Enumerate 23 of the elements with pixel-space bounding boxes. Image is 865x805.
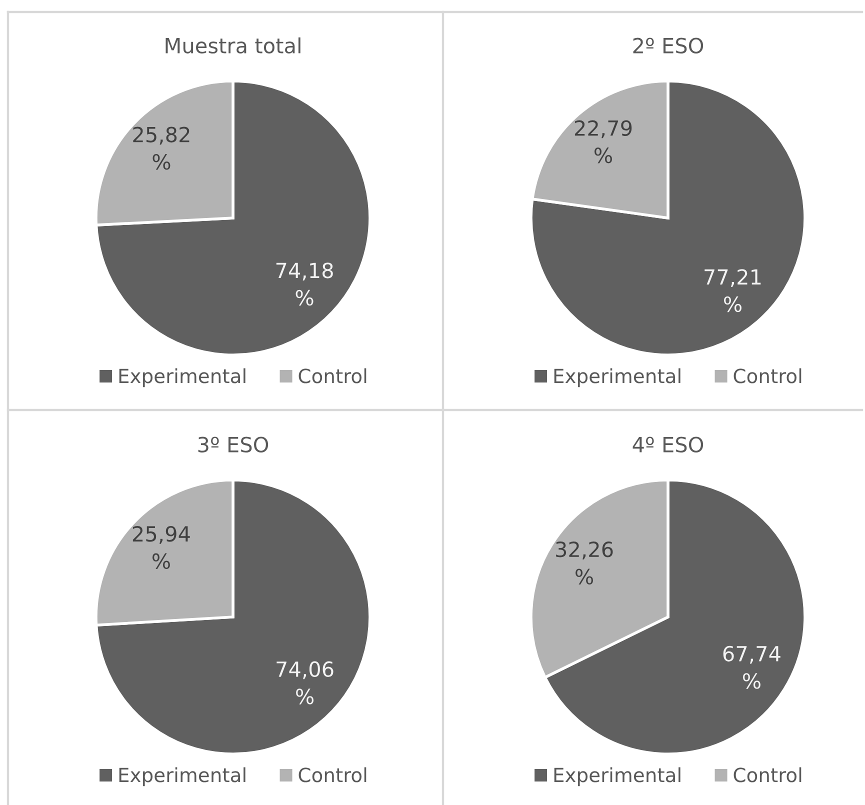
chart-title: 3º ESO xyxy=(198,436,268,453)
legend-label: Experimental xyxy=(119,767,246,786)
data-label: 74,18 % xyxy=(276,262,333,306)
data-label: 32,26 % xyxy=(556,541,613,585)
data-label: 25,82 % xyxy=(133,126,190,170)
legend-label: Control xyxy=(734,767,802,782)
chart-title: Muestra total xyxy=(166,37,300,54)
pie-slice xyxy=(530,80,806,356)
chart-title: 2º ESO xyxy=(633,38,704,54)
legend-label: Experimental xyxy=(554,368,680,388)
legend-label: Control xyxy=(734,368,802,384)
pie-slice xyxy=(94,80,372,356)
chart-title: 4º ESO xyxy=(632,436,704,453)
legend-label: Experimental xyxy=(119,368,246,388)
data-label: 77,21 % xyxy=(704,269,761,312)
data-label: 22,79 % xyxy=(574,120,632,164)
data-label: 25,94 % xyxy=(132,526,190,570)
legend-label: Control xyxy=(298,767,366,782)
data-label: 74,06 % xyxy=(276,661,334,704)
legend-label: Experimental xyxy=(554,767,680,786)
data-label: 67,74 % xyxy=(723,646,780,689)
pie-slice xyxy=(94,478,372,756)
legend-label: Control xyxy=(298,368,366,384)
